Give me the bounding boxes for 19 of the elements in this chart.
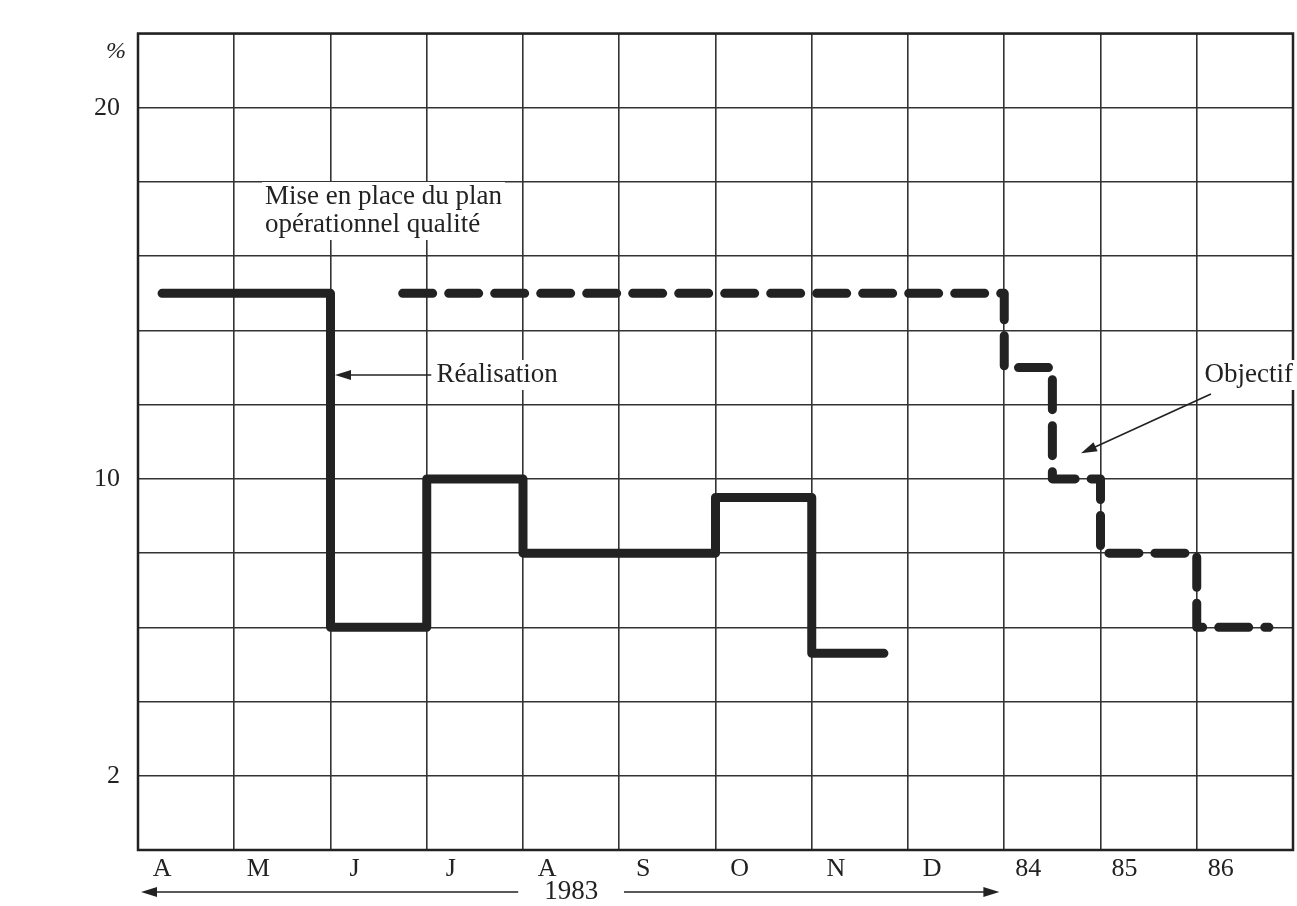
- y-tick-label: 10: [94, 462, 120, 492]
- annotation: Mise en place du plan opérationnel qualité: [265, 179, 503, 238]
- x-tick-label: D: [922, 853, 942, 883]
- y-axis-title: %: [106, 36, 126, 63]
- x-tick-label: 86: [1207, 853, 1234, 883]
- annotation: Objectif: [1204, 358, 1293, 389]
- x-tick-label: 84: [1015, 853, 1042, 883]
- x-tick-label: 85: [1111, 853, 1138, 883]
- y-tick-label: 20: [94, 91, 120, 121]
- annotation: Réalisation: [436, 358, 559, 389]
- x-tick-label: O: [730, 853, 749, 883]
- text: 1983: [544, 875, 599, 906]
- x-tick-label: A: [152, 853, 172, 883]
- x-tick-label: J: [445, 853, 456, 883]
- x-tick-label: M: [246, 853, 270, 883]
- y-tick-label: 2: [107, 759, 120, 789]
- x-tick-label: N: [826, 853, 846, 883]
- x-tick-label: J: [349, 853, 360, 883]
- x-tick-label: S: [636, 853, 651, 883]
